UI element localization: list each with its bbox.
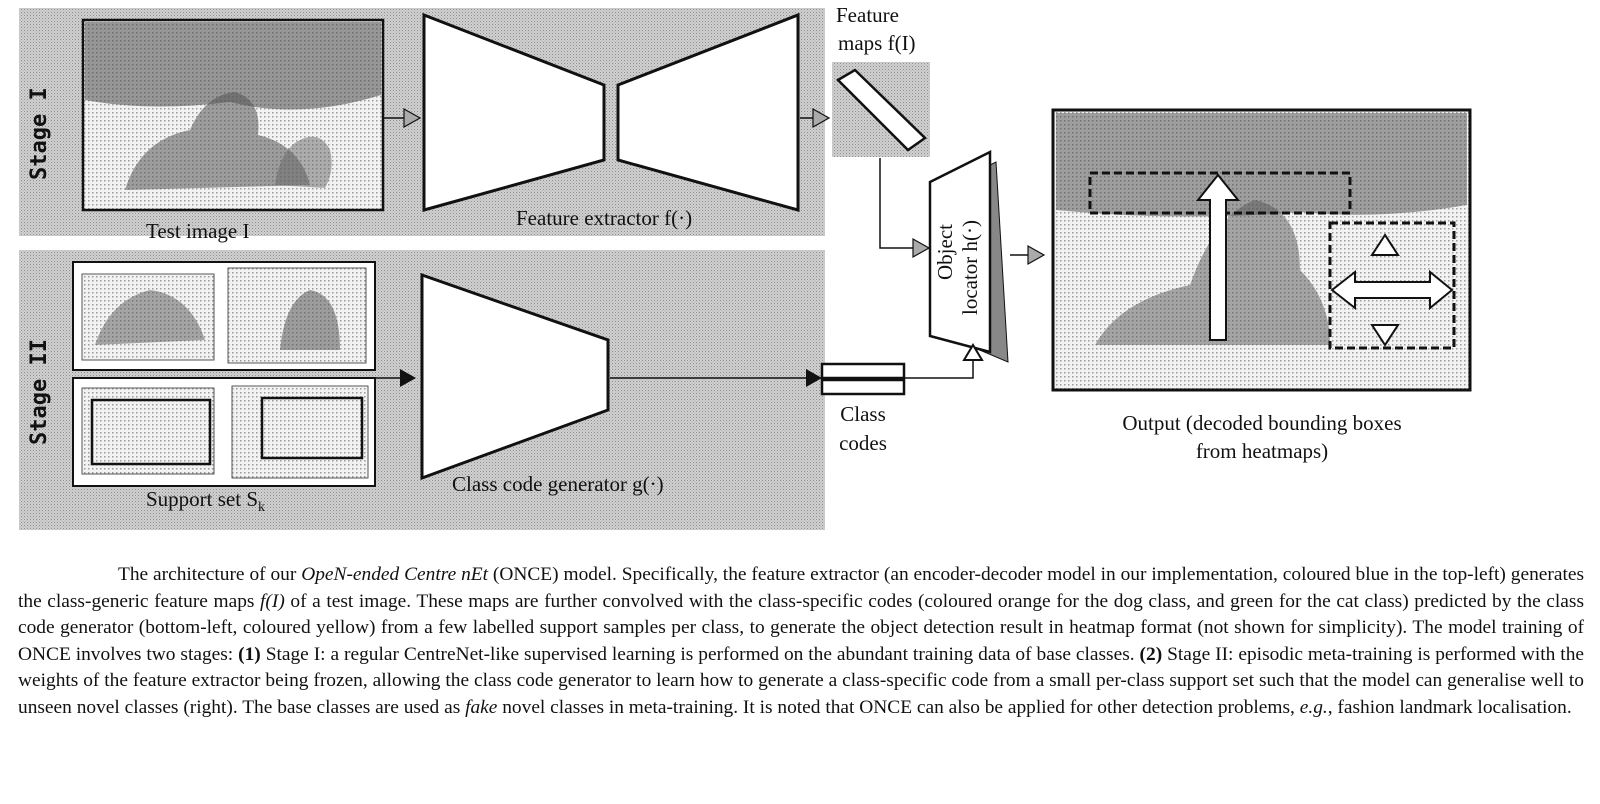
caption-p1: The architecture of our	[118, 564, 302, 585]
test-image	[81, 18, 385, 212]
dog-bounding-box	[1088, 171, 1352, 215]
caption-fake: fake	[465, 696, 498, 718]
output-image	[1051, 108, 1472, 392]
figure-caption: The architecture of our OpeN-ended Centr…	[18, 562, 1584, 722]
object-locator	[928, 149, 1009, 363]
feature-maps	[832, 62, 930, 157]
feature-extractor	[422, 12, 800, 212]
class-code-generator	[420, 272, 610, 481]
support-set	[72, 261, 376, 487]
caption-p4: Stage I: a regular CentreNet-like superv…	[260, 643, 1140, 665]
caption-eg: e.g.	[1299, 696, 1328, 718]
class-code-generator-label: Class code generator g(·)	[452, 472, 664, 496]
caption-p5: Stage II: episodic meta-training is perf…	[18, 643, 1584, 718]
class-codes	[820, 362, 906, 396]
feature-extractor-label: Feature extractor f(·)	[516, 206, 692, 230]
feature-maps-label-line1: Feature	[836, 3, 899, 27]
test-image-label: Test image I	[146, 219, 250, 243]
caption-math-fi: f(I)	[260, 590, 285, 612]
caption-p3: of a test image. These maps are further …	[18, 590, 1584, 665]
output-label-line2: from heatmaps)	[1196, 439, 1328, 463]
output-label-line1: Output (decoded bounding boxes	[1122, 411, 1401, 435]
caption-stage2-marker: (2)	[1139, 643, 1163, 665]
class-codes-label-line1: Class	[840, 402, 886, 426]
caption-stage1-marker: (1)	[238, 643, 261, 665]
stage1-label: Stage I	[27, 87, 52, 180]
architecture-figure: Stage I Stage II Test image I Feature ex…	[19, 3, 1472, 530]
class-codes-label-line2: codes	[839, 431, 887, 455]
object-locator-label-line2: locator h(·)	[958, 220, 982, 315]
feature-maps-label-line2: maps f(I)	[838, 31, 916, 55]
stage2-label: Stage II	[27, 339, 52, 445]
support-set-label: Support set Sk	[146, 487, 265, 515]
caption-p7: , fashion landmark localisation.	[1327, 696, 1572, 718]
cat-bounding-box	[1328, 221, 1456, 350]
caption-p2: (ONCE) model. Specifically, the feature …	[18, 564, 1584, 612]
caption-model-name: OpeN-ended Centre nEt	[301, 564, 489, 585]
object-locator-label-line1: Object	[933, 224, 957, 280]
caption-p6: novel classes in meta-training. It is no…	[497, 696, 1300, 718]
